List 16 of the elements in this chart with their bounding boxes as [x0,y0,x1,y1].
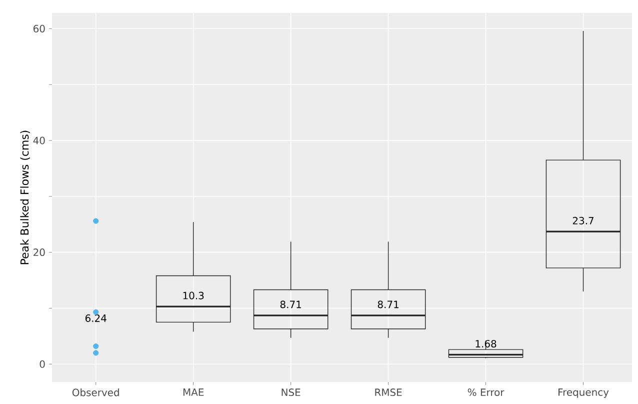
x-tick-label: RMSE [375,388,402,396]
annotation: 8.71 [280,300,301,308]
x-tick-label: Frequency [558,388,609,398]
y-axis-title: Peak Bulked Flows (cms) [20,130,30,264]
y-tick-label: 20 [34,248,45,256]
annotation: 23.7 [572,216,594,224]
annotation: 6.24 [85,314,106,322]
x-tick-label: % Error [468,388,504,396]
y-tick-label: 60 [34,24,45,32]
annotation: 10.3 [183,292,204,300]
x-tick-label: Observed [72,388,119,396]
y-tick-label: 40 [33,136,45,144]
x-tick-label: MAE [183,388,204,396]
annotation: 8.71 [378,300,398,308]
y-tick-label: 0 [40,360,45,368]
x-tick-label: NSE [282,388,300,396]
